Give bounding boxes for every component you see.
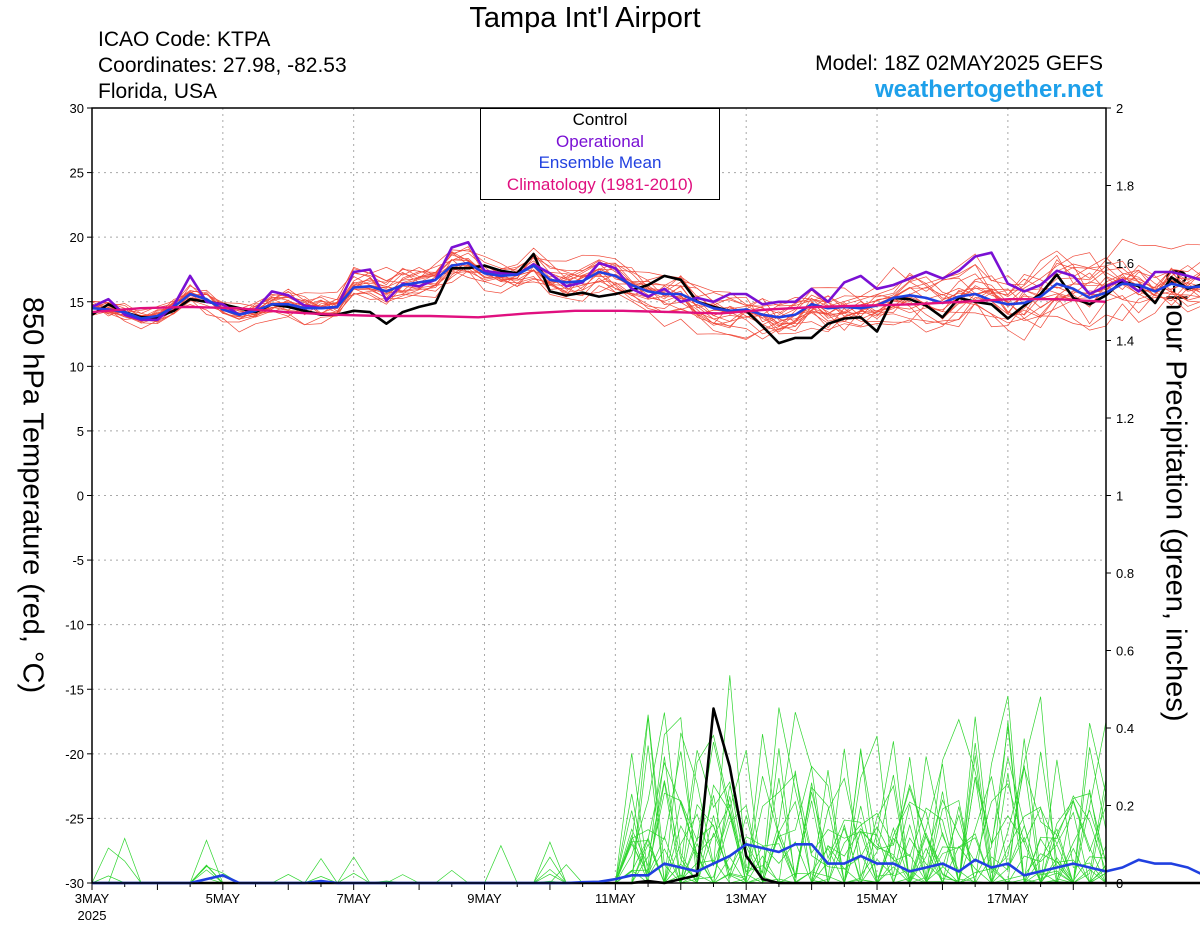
y-tick-label-right: 1.2	[1116, 411, 1134, 426]
member-precipitation-line	[92, 757, 1107, 884]
x-year-label: 2025	[78, 908, 107, 923]
x-tick-label: 13MAY	[725, 891, 767, 906]
member-precipitation-line	[92, 721, 1107, 884]
y-tick-label-right: 2	[1116, 101, 1123, 116]
y-tick-label-left: 20	[70, 230, 84, 245]
legend: Control Operational Ensemble Mean Climat…	[480, 108, 720, 200]
y-tick-label-right: 0.2	[1116, 799, 1134, 814]
y-tick-label-left: 10	[70, 359, 84, 374]
member-temperature-line	[91, 248, 1200, 325]
x-tick-label: 3MAY	[75, 891, 110, 906]
temp-operational-line	[91, 241, 1200, 322]
x-tick-label: 17MAY	[987, 891, 1029, 906]
y-tick-label-right: 1.6	[1116, 256, 1134, 271]
site-link[interactable]: weathertogether.net	[874, 76, 1103, 103]
y-tick-label-left: 0	[77, 489, 84, 504]
x-tick-label: 9MAY	[467, 891, 502, 906]
x-tick-label: 5MAY	[206, 891, 241, 906]
legend-ensemble-mean: Ensemble Mean	[538, 153, 662, 172]
coordinates: Coordinates: 27.98, -82.53	[98, 54, 347, 77]
chart-title: Tampa Int'l Airport	[469, 2, 701, 34]
y-tick-label-right: 1.8	[1116, 179, 1134, 194]
member-temperature-line	[91, 261, 1200, 329]
member-precipitation-line	[92, 741, 1107, 885]
member-precipitation-line	[91, 707, 1107, 884]
region: Florida, USA	[98, 80, 218, 103]
member-precipitation-line	[92, 714, 1107, 884]
x-tick-label: 11MAY	[595, 891, 636, 906]
y-tick-label-left: -20	[65, 747, 84, 762]
member-temperature-line	[91, 265, 1200, 330]
x-tick-label: 15MAY	[856, 891, 898, 906]
y-tick-label-left: -30	[65, 876, 84, 891]
icao-code: ICAO Code: KTPA	[98, 28, 271, 51]
member-temperature-line	[91, 253, 1200, 331]
member-precipitation-line	[92, 721, 1107, 884]
y-tick-label-left: -5	[72, 553, 84, 568]
member-precipitation-line	[92, 777, 1106, 885]
y-tick-label-right: 0.8	[1116, 566, 1134, 581]
x-tick-label: 7MAY	[336, 891, 371, 906]
y-tick-label-right: 1	[1116, 489, 1123, 504]
legend-climatology: Climatology (1981-2010)	[506, 174, 694, 194]
temp-ensemble-mean-line	[91, 261, 1200, 320]
y-tick-label-right: 1.4	[1116, 334, 1134, 349]
member-precipitation-line	[92, 741, 1107, 884]
member-temperature-line	[91, 238, 1200, 333]
y-tick-label-left: 25	[70, 166, 84, 181]
y-tick-label-left: 15	[70, 295, 84, 310]
y-tick-label-left: 30	[70, 101, 84, 116]
temp-climatology-1981-2010-line	[91, 298, 1107, 319]
member-precipitation-line	[92, 745, 1107, 885]
member-precipitation-line	[92, 675, 1107, 884]
plot-frame	[91, 107, 1107, 884]
y-tick-label-right: 0.6	[1116, 644, 1134, 659]
legend-operational: Operational	[556, 131, 644, 151]
member-temperature-line	[91, 262, 1200, 339]
y-tick-label-left: -25	[65, 811, 84, 826]
y-tick-label-left: 5	[77, 424, 84, 439]
ensemble-members-precipitation	[91, 675, 1107, 885]
y-tick-label-left: -10	[65, 618, 84, 633]
model-run: Model: 18Z 02MAY2025 GEFS	[815, 52, 1103, 75]
y-tick-label-left: -15	[65, 682, 84, 697]
legend-control: Control	[572, 110, 628, 129]
y-tick-label-right: 0.4	[1116, 721, 1134, 736]
